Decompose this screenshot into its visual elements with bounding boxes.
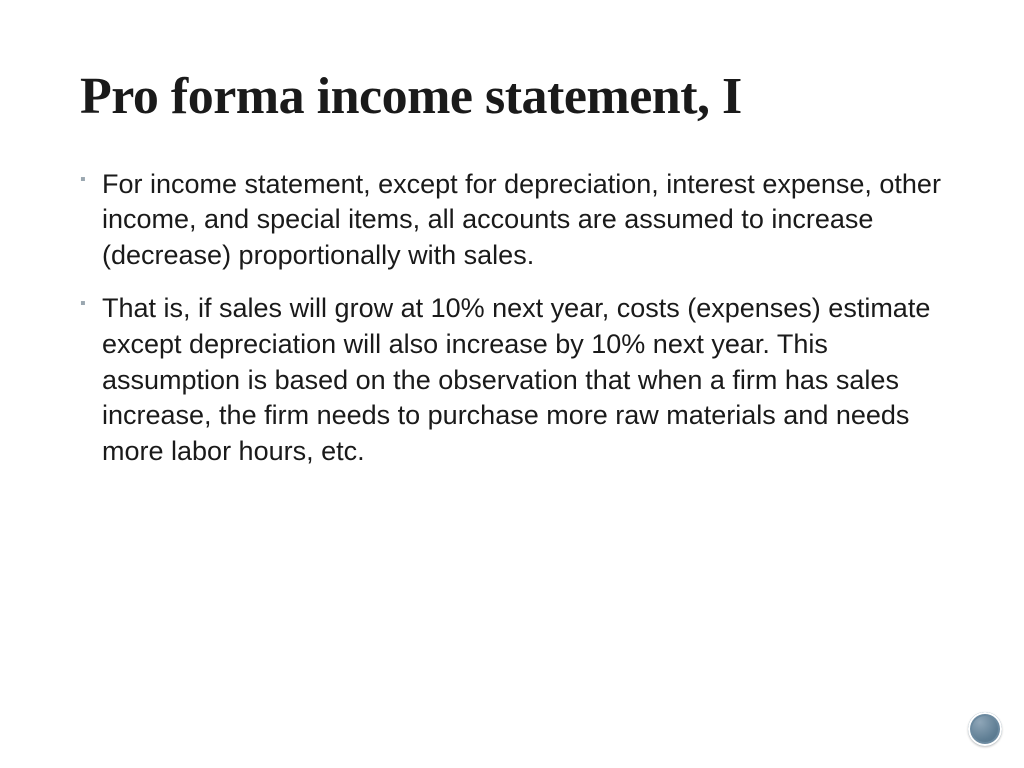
decorative-orb-icon — [968, 712, 1002, 746]
slide-title: Pro forma income statement, I — [80, 70, 944, 125]
bullet-item: For income statement, except for depreci… — [80, 167, 944, 274]
bullet-item: That is, if sales will grow at 10% next … — [80, 291, 944, 469]
slide-container: Pro forma income statement, I For income… — [0, 0, 1024, 768]
bullet-list: For income statement, except for depreci… — [80, 167, 944, 470]
